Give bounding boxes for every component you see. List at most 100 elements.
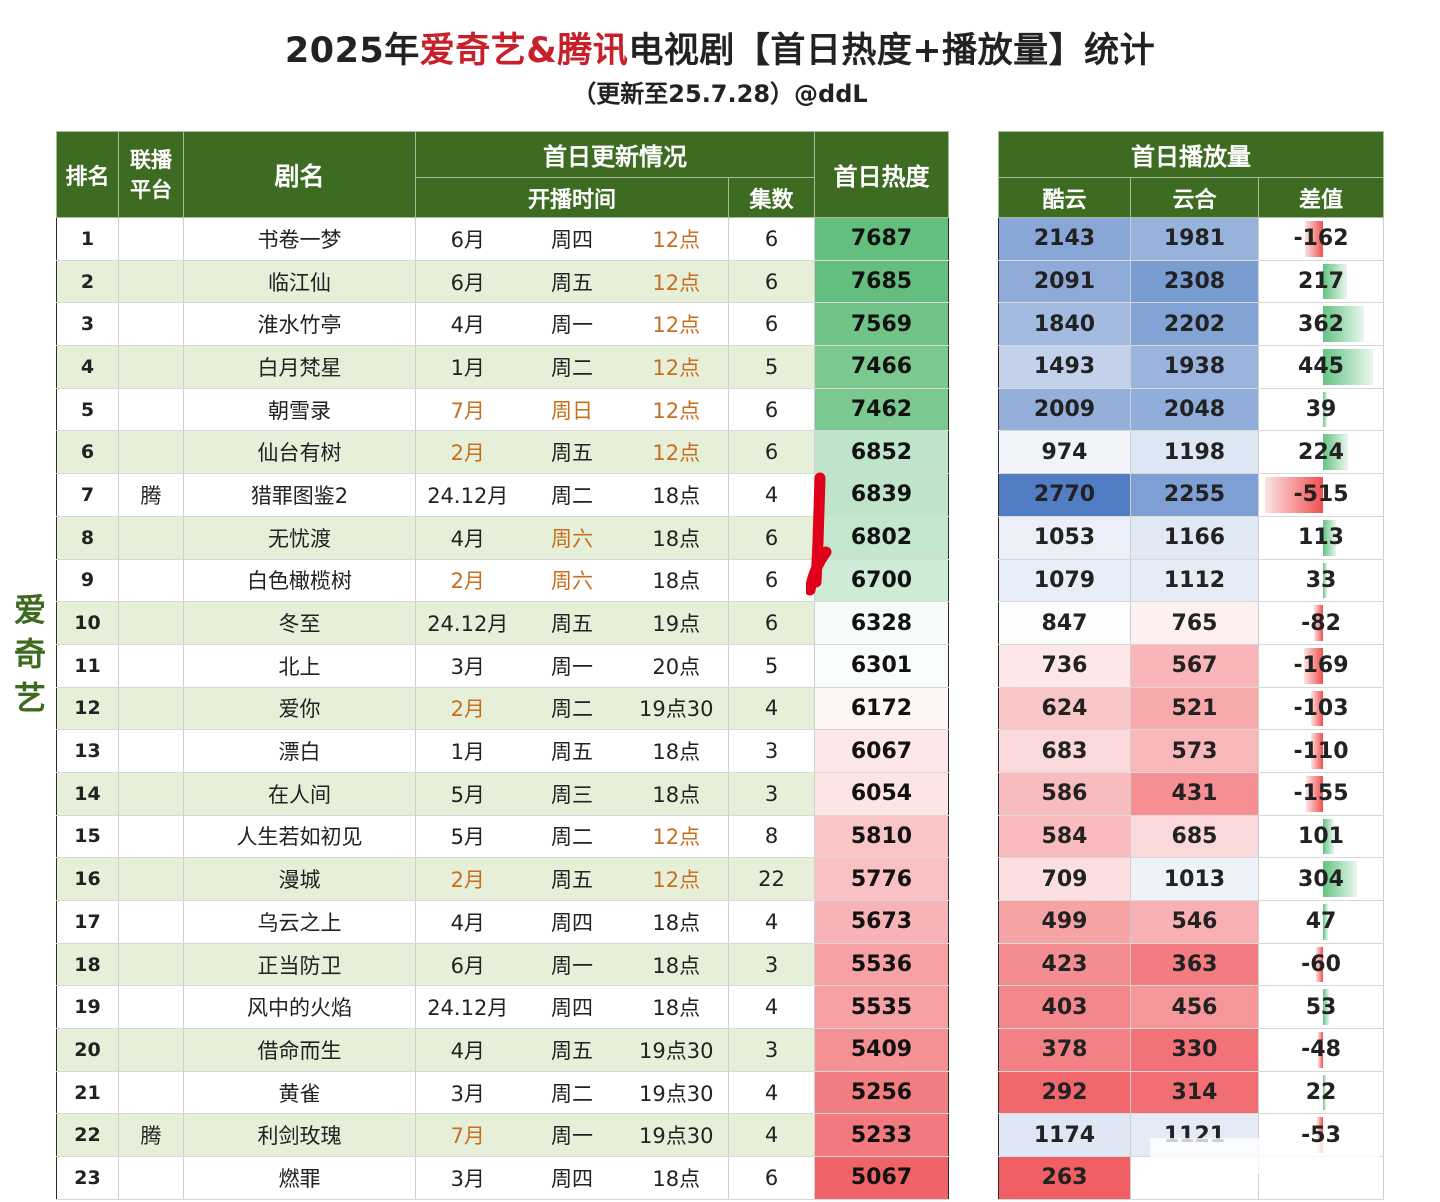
platform-cell [118, 217, 184, 261]
weekday-cell: 周六 [519, 516, 625, 560]
month-cell: 2月 [415, 430, 520, 475]
platform-cell [118, 559, 184, 603]
header-name: 剧名 [183, 131, 416, 218]
table-row: 22 腾利剑玫瑰 7月 周一 19点30 4 5233 [56, 1113, 949, 1158]
episodes-cell: 4 [728, 1071, 815, 1115]
diff-bar [1323, 904, 1329, 940]
platform-cell [118, 1156, 184, 1200]
rank-cell: 3 [56, 302, 119, 347]
yunhe-cell: 314 [1130, 1071, 1259, 1115]
yunhe-cell: 363 [1130, 943, 1259, 987]
yunhe-cell: 1112 [1130, 559, 1259, 603]
red-arrow-annotation [806, 472, 832, 596]
diff-bar [1323, 861, 1358, 897]
diff-cell: 22 [1258, 1071, 1385, 1115]
diff-bar [1323, 519, 1336, 556]
table-row: 2143 1981 -162 [998, 217, 1385, 261]
rank-cell: 14 [56, 772, 119, 816]
platform-cell [118, 943, 184, 987]
hour-cell: 12点 [624, 217, 729, 261]
rank-cell: 7 [56, 473, 119, 517]
table-row: 18 正当防卫 6月 周一 18点 3 5536 [56, 943, 949, 987]
diff-value: -110 [1293, 738, 1349, 764]
hour-cell: 12点 [624, 302, 729, 347]
table-row: 2770 2255 -515 [998, 473, 1385, 517]
kuyun-cell: 709 [998, 857, 1131, 901]
episodes-cell: 4 [728, 900, 815, 944]
hour-cell: 18点 [624, 473, 729, 517]
month-cell: 5月 [415, 815, 520, 859]
diff-value: 362 [1298, 311, 1344, 337]
kuyun-cell: 1840 [998, 302, 1131, 347]
weekday-cell: 周一 [519, 943, 625, 987]
weekday-cell: 周四 [519, 217, 625, 261]
weekday-cell: 周一 [519, 302, 625, 347]
diff-value: -169 [1293, 653, 1349, 679]
diff-value: 217 [1298, 269, 1344, 295]
rank-cell: 19 [56, 985, 119, 1030]
month-cell: 6月 [415, 260, 520, 304]
diff-value: 33 [1305, 567, 1337, 593]
diff-bar [1323, 306, 1364, 343]
yunhe-cell: 456 [1130, 985, 1259, 1030]
platform-cell [118, 900, 184, 944]
heat-cell: 5535 [814, 985, 949, 1030]
table-row: 9 白色橄榄树 2月 周六 18点 6 6700 [56, 559, 949, 603]
table-row: 8 无忧渡 4月 周六 18点 6 6802 [56, 516, 949, 560]
month-cell: 2月 [415, 857, 520, 901]
heat-cell: 7685 [814, 260, 949, 304]
diff-cell: 101 [1258, 815, 1385, 859]
yunhe-cell: 2202 [1130, 302, 1259, 347]
episodes-cell: 6 [728, 559, 815, 603]
diff-cell: -103 [1258, 687, 1385, 731]
platform-cell [118, 815, 184, 859]
weekday-cell: 周四 [519, 1156, 625, 1200]
table-row: 709 1013 304 [998, 857, 1385, 901]
name-cell: 黄雀 [183, 1071, 416, 1115]
rank-cell: 20 [56, 1028, 119, 1072]
rank-cell: 2 [56, 260, 119, 304]
month-cell: 6月 [415, 217, 520, 261]
name-cell: 书卷一梦 [183, 217, 416, 261]
hour-cell: 19点30 [624, 1028, 729, 1072]
diff-bar [1265, 477, 1323, 513]
episodes-cell: 5 [728, 345, 815, 389]
heat-cell: 6054 [814, 772, 949, 816]
diff-cell: 113 [1258, 516, 1385, 560]
kuyun-cell: 1493 [998, 345, 1131, 389]
yunhe-cell: 1981 [1130, 217, 1259, 261]
diff-value: 101 [1298, 823, 1344, 849]
name-cell: 淮水竹亭 [183, 302, 416, 347]
hour-cell: 19点30 [624, 687, 729, 731]
episodes-cell: 4 [728, 687, 815, 731]
table-row: 10 冬至 24.12月 周五 19点 6 6328 [56, 601, 949, 645]
table-row: 3 淮水竹亭 4月 周一 12点 6 7569 [56, 302, 949, 347]
table-row: 4 白月梵星 1月 周二 12点 5 7466 [56, 345, 949, 389]
diff-bar [1305, 775, 1323, 812]
name-cell: 燃罪 [183, 1156, 416, 1200]
heat-cell: 6172 [814, 687, 949, 731]
kuyun-cell: 403 [998, 985, 1131, 1030]
kuyun-cell: 378 [998, 1028, 1131, 1072]
platform-cell [118, 772, 184, 816]
weekday-cell: 周六 [519, 559, 625, 603]
table-row: 378 330 -48 [998, 1028, 1385, 1072]
weekday-cell: 周日 [519, 388, 625, 432]
heat-cell: 5256 [814, 1071, 949, 1115]
name-cell: 仙台有树 [183, 430, 416, 475]
episodes-cell: 4 [728, 1113, 815, 1158]
hour-cell: 18点 [624, 1156, 729, 1200]
month-cell: 2月 [415, 687, 520, 731]
page-subtitle: （更新至25.7.28）@ddL [572, 80, 868, 108]
heat-cell: 6067 [814, 729, 949, 773]
heat-cell: 5776 [814, 857, 949, 901]
heat-cell: 6839 [814, 473, 949, 517]
heat-table-body: 1 书卷一梦 6月 周四 12点 6 7687 2 临江仙 6月 周五 12点 6 7685 3 淮水竹亭 4月… [56, 217, 949, 1200]
header-heat: 首日热度 [814, 131, 949, 218]
platform-cell [118, 1028, 184, 1072]
hour-cell: 18点 [624, 943, 729, 987]
month-cell: 24.12月 [415, 985, 520, 1030]
heat-cell: 5409 [814, 1028, 949, 1072]
table-row: 12 爱你 2月 周二 19点30 4 6172 [56, 687, 949, 731]
rank-cell: 12 [56, 687, 119, 731]
